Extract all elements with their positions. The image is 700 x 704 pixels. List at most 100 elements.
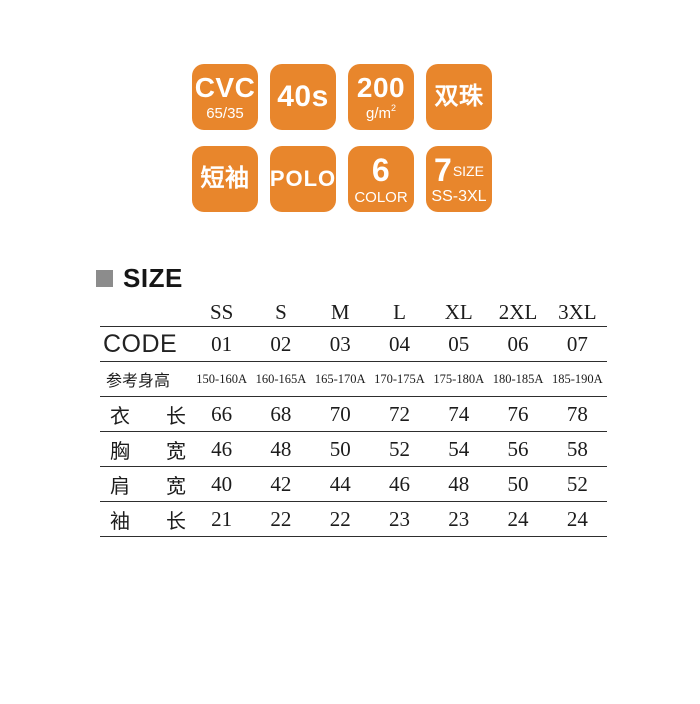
- badge-yarn-count: 40s: [270, 64, 336, 130]
- cell-value: 46: [192, 431, 252, 467]
- table-row-sleeve-length: 袖长 21 22 22 23 23 24 24: [100, 501, 607, 537]
- badge-weight-unit: g/m2: [365, 102, 397, 122]
- cell-value: 44: [310, 466, 370, 502]
- badge-weight-unit-base: g/m: [365, 104, 391, 122]
- size-column-3xl: 3XL: [547, 299, 607, 327]
- cell-value: 70: [310, 396, 370, 432]
- cell-value: 23: [429, 501, 489, 537]
- cell-value: 24: [547, 501, 607, 537]
- row-label-text: 衣: [110, 405, 130, 428]
- row-label-text: 参考身高: [106, 373, 171, 390]
- cell-value: 21: [192, 501, 252, 537]
- badge-fabric-weight: 200 g/m2: [348, 64, 414, 130]
- row-label-garment-length: 衣长: [100, 396, 192, 432]
- cell-value: 05: [429, 326, 489, 362]
- row-label-shoulder-width: 肩宽: [100, 466, 192, 502]
- cell-value: 56: [488, 431, 548, 467]
- badge-double-pique-label: 双珠: [434, 83, 484, 110]
- row-label-sleeve-length: 袖长: [100, 501, 192, 537]
- cell-value: 23: [369, 501, 430, 537]
- size-header-row: SS S M L XL 2XL 3XL: [100, 299, 607, 327]
- row-label-text: 胸: [110, 440, 130, 463]
- badge-color-word: COLOR: [354, 188, 408, 206]
- row-label-text: 袖: [110, 510, 130, 533]
- cell-value: 58: [547, 431, 607, 467]
- row-label-text: 长: [166, 405, 186, 428]
- cell-value: 46: [369, 466, 430, 502]
- badge-polo: POLO: [270, 146, 336, 212]
- size-chart-table: SS S M L XL 2XL 3XL CODE 01 02 03 04 05 …: [100, 299, 607, 537]
- cell-value: 72: [369, 396, 430, 432]
- size-column-l: L: [369, 299, 430, 327]
- cell-value: 54: [429, 431, 489, 467]
- badge-color-number: 6: [371, 151, 391, 188]
- badge-short-sleeve: 短袖: [192, 146, 258, 212]
- cell-value: 50: [488, 466, 548, 502]
- cell-value: 160-165A: [251, 361, 311, 397]
- cell-value: 76: [488, 396, 548, 432]
- badge-size-number: 7: [434, 151, 452, 188]
- cell-value: 03: [310, 326, 370, 362]
- badge-fabric-main: CVC: [194, 71, 256, 103]
- badge-size-count: 7 SIZE SS-3XL: [426, 146, 492, 212]
- cell-value: 150-160A: [192, 361, 252, 397]
- cell-value: 170-175A: [369, 361, 430, 397]
- row-label-code: CODE: [100, 326, 192, 362]
- size-column-2xl: 2XL: [488, 299, 548, 327]
- size-section-title: SIZE: [123, 263, 183, 293]
- cell-value: 180-185A: [488, 361, 548, 397]
- size-column-m: M: [310, 299, 370, 327]
- row-label-text: CODE: [103, 329, 178, 358]
- badge-fabric-ratio: 65/35: [206, 104, 244, 122]
- badge-polo-label: POLO: [270, 166, 336, 191]
- row-label-text: 宽: [166, 475, 186, 498]
- cell-value: 07: [547, 326, 607, 362]
- cell-value: 42: [251, 466, 311, 502]
- row-label-text: 肩: [110, 475, 130, 498]
- badge-size-word: SIZE: [452, 162, 484, 179]
- badge-double-pique: 双珠: [426, 64, 492, 130]
- row-label-text: 长: [166, 510, 186, 533]
- badge-color-count: 6 COLOR: [348, 146, 414, 212]
- badge-short-sleeve-label: 短袖: [200, 165, 250, 192]
- size-column-s: S: [251, 299, 311, 327]
- cell-value: 175-180A: [429, 361, 489, 397]
- cell-value: 74: [429, 396, 489, 432]
- badge-yarn-main: 40s: [277, 80, 329, 113]
- badge-weight-main: 200: [356, 71, 406, 103]
- row-label-chest-width: 胸宽: [100, 431, 192, 467]
- cell-value: 40: [192, 466, 252, 502]
- cell-value: 22: [251, 501, 311, 537]
- row-label-reference-height: 参考身高: [100, 361, 192, 397]
- cell-value: 22: [310, 501, 370, 537]
- cell-value: 48: [429, 466, 489, 502]
- cell-value: 66: [192, 396, 252, 432]
- badge-size-range: SS-3XL: [431, 187, 487, 205]
- table-row-reference-height: 参考身高 150-160A 160-165A 165-170A 170-175A…: [100, 361, 607, 397]
- cell-value: 01: [192, 326, 252, 362]
- badge-weight-unit-sup: 2: [391, 102, 397, 113]
- badge-fabric-cvc: CVC 65/35: [192, 64, 258, 130]
- cell-value: 48: [251, 431, 311, 467]
- cell-value: 06: [488, 326, 548, 362]
- table-row-garment-length: 衣长 66 68 70 72 74 76 78: [100, 396, 607, 432]
- cell-value: 50: [310, 431, 370, 467]
- cell-value: 165-170A: [310, 361, 370, 397]
- square-bullet-icon: [96, 270, 113, 287]
- badge-size-line: 7 SIZE: [434, 154, 484, 186]
- cell-value: 78: [547, 396, 607, 432]
- size-column-ss: SS: [192, 299, 252, 327]
- row-label-text: 宽: [166, 440, 186, 463]
- cell-value: 52: [547, 466, 607, 502]
- table-row-chest-width: 胸宽 46 48 50 52 54 56 58: [100, 431, 607, 467]
- cell-value: 52: [369, 431, 430, 467]
- cell-value: 24: [488, 501, 548, 537]
- cell-value: 185-190A: [547, 361, 607, 397]
- size-header-empty-cell: [100, 299, 192, 327]
- cell-value: 68: [251, 396, 311, 432]
- size-section-header: SIZE: [96, 263, 183, 294]
- cell-value: 04: [369, 326, 430, 362]
- attribute-badges: CVC 65/35 40s 200 g/m2 双珠 短袖 POLO 6 COLO…: [192, 64, 492, 212]
- size-column-xl: XL: [429, 299, 489, 327]
- table-row-shoulder-width: 肩宽 40 42 44 46 48 50 52: [100, 466, 607, 502]
